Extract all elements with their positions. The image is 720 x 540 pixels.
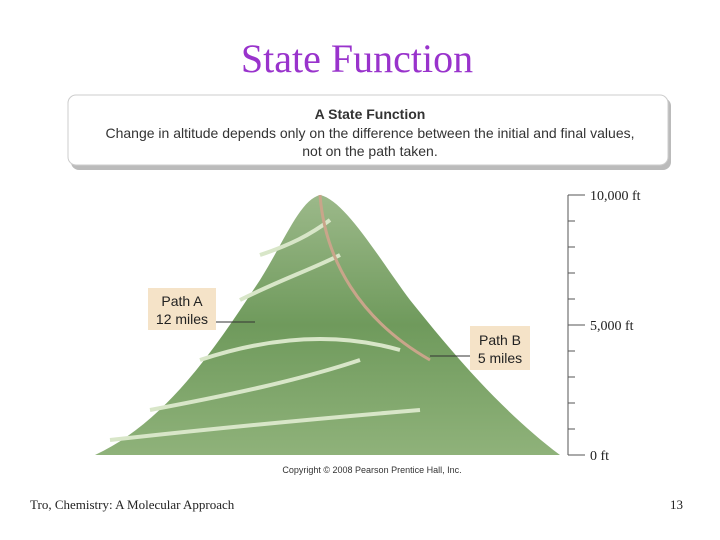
copyright: Copyright © 2008 Pearson Prentice Hall, … bbox=[282, 465, 461, 475]
path-a-box bbox=[148, 288, 216, 330]
path-b-label: Path B bbox=[479, 332, 521, 348]
page-number: 13 bbox=[670, 497, 683, 512]
path-a-label: Path A bbox=[161, 293, 203, 309]
caption-heading: A State Function bbox=[315, 106, 426, 122]
scale-label: 0 ft bbox=[590, 449, 609, 464]
footer: Tro, Chemistry: A Molecular Approach bbox=[30, 497, 235, 512]
caption-box bbox=[67, 94, 669, 166]
scale-label: 10,000 ft bbox=[590, 189, 641, 204]
caption-line: not on the path taken. bbox=[302, 143, 437, 159]
trail bbox=[109, 218, 421, 442]
trail-b bbox=[318, 194, 431, 362]
slide-title: State Function bbox=[241, 36, 473, 81]
mountain bbox=[95, 195, 560, 455]
path-b-box bbox=[470, 326, 530, 370]
caption-line: Change in altitude depends only on the d… bbox=[105, 125, 634, 141]
path-b-label: 5 miles bbox=[478, 350, 522, 366]
path-a-label: 12 miles bbox=[156, 311, 208, 327]
scale-label: 5,000 ft bbox=[590, 319, 634, 334]
scale-ticks bbox=[568, 194, 585, 456]
